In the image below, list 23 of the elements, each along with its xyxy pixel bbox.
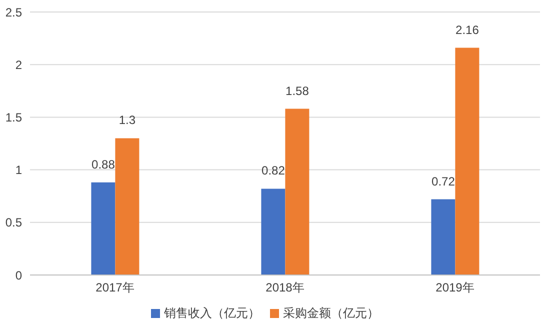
legend-label: 销售收入（亿元） <box>164 306 260 320</box>
bar <box>91 182 116 275</box>
data-label: 1.3 <box>118 113 136 128</box>
y-tick-label: 0.5 <box>5 216 22 230</box>
bar <box>431 199 456 275</box>
legend-label: 采购金额（亿元） <box>283 306 379 320</box>
y-tick-label: 2 <box>15 58 22 72</box>
bar <box>261 188 286 275</box>
data-label: 1.58 <box>286 84 310 98</box>
data-label: 2.16 <box>456 22 480 37</box>
bar <box>115 138 140 275</box>
bar <box>285 108 310 275</box>
data-label: 0.82 <box>262 164 286 178</box>
x-tick-label: 2017年 <box>96 280 134 295</box>
x-tick-label: 2018年 <box>266 280 304 295</box>
bar <box>455 48 480 275</box>
y-tick-label: 2.5 <box>5 5 22 20</box>
y-tick-label: 1.5 <box>5 110 22 124</box>
y-tick-label: 1 <box>15 163 22 178</box>
data-label: 0.88 <box>92 157 116 172</box>
data-label: 0.72 <box>432 174 456 188</box>
y-tick-label: 0 <box>15 268 22 282</box>
x-tick-label: 2019年 <box>436 280 474 295</box>
